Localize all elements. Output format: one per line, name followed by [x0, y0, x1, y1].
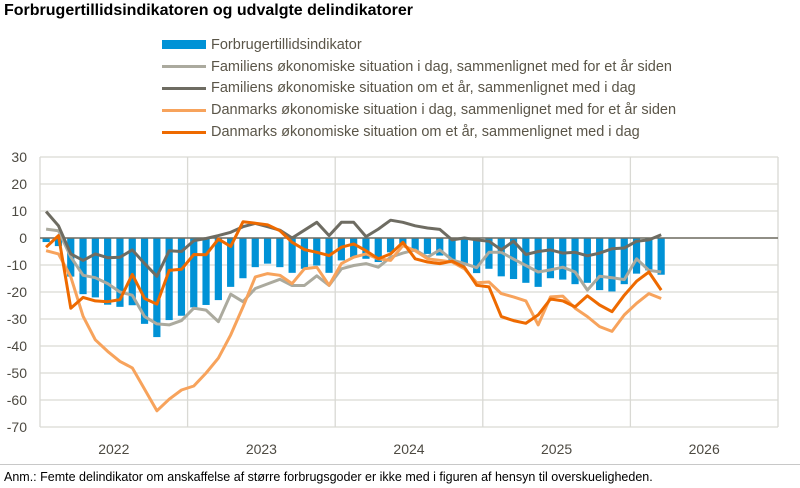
legend-label: Familiens økonomiske situation om et år,… [211, 80, 636, 97]
series-line-2 [44, 210, 662, 278]
y-tick-label: -30 [7, 311, 27, 327]
bar [263, 238, 272, 264]
bar [214, 238, 222, 301]
bar [448, 238, 456, 261]
x-tick-label: 2026 [689, 441, 720, 457]
legend-swatch [162, 40, 206, 50]
legend-swatch [162, 86, 206, 90]
bar [608, 238, 616, 292]
chart-plot: 30 20 10 0 -10 -20 -30 -40 -50 -60 -70 2022 2023 2024… [7, 149, 779, 457]
legend-label: Forbrugertillidsindikator [211, 36, 362, 53]
y-tick-label: -10 [7, 257, 27, 273]
series-line-3 [45, 244, 662, 413]
legend-item: Danmarks økonomiske situation om et år, … [162, 121, 676, 143]
bar [165, 238, 173, 321]
series-line-4 [45, 220, 663, 325]
bar [153, 238, 161, 338]
y-tick-label: -60 [7, 392, 27, 408]
legend-label: Familiens økonomiske situation i dag, sa… [211, 58, 672, 75]
chart-title: Forbrugertillidsindikatoren og udvalgte … [4, 2, 413, 19]
bar [522, 238, 530, 283]
bar [546, 238, 555, 279]
bar [288, 238, 296, 273]
legend-label: Danmarks økonomiske situation i dag, sam… [211, 102, 677, 119]
bar [276, 238, 284, 268]
legend-swatch [162, 108, 206, 112]
bar [632, 238, 641, 274]
bar [436, 238, 444, 256]
bar [140, 238, 149, 324]
x-tick-label: 2023 [246, 441, 277, 457]
bar [571, 238, 579, 285]
y-tick-label: 10 [11, 203, 27, 219]
legend-swatch [162, 130, 206, 134]
legend-swatch [162, 65, 206, 69]
y-tick-label: -20 [7, 284, 27, 300]
x-tick-label: 2024 [393, 441, 424, 457]
bar [386, 238, 395, 253]
y-tick-label: 20 [11, 176, 27, 192]
bar [596, 238, 604, 291]
bar [91, 238, 99, 298]
bar [239, 238, 247, 279]
legend-item: Danmarks økonomiske situation i dag, sam… [162, 99, 676, 121]
bar [128, 238, 136, 306]
bar [534, 238, 542, 287]
bar [116, 238, 124, 307]
legend-item: Forbrugertillidsindikator [162, 34, 676, 56]
bar [362, 238, 370, 259]
bar [620, 238, 628, 285]
bar [350, 238, 358, 258]
x-tick-label: 2025 [541, 441, 572, 457]
bar [337, 238, 345, 261]
bar [227, 238, 235, 287]
bar [645, 238, 653, 271]
y-tick-label: 30 [11, 149, 27, 165]
y-tick-label: 0 [19, 230, 27, 246]
bar [177, 238, 186, 316]
bar [411, 238, 419, 251]
bar [657, 238, 665, 275]
legend-label: Danmarks økonomiske situation om et år, … [211, 124, 640, 141]
legend-item: Familiens økonomiske situation om et år,… [162, 78, 676, 100]
legend-item: Familiens økonomiske situation i dag, sa… [162, 56, 676, 78]
bar [583, 238, 591, 283]
bar [300, 238, 309, 269]
footnote: Anm.: Femte delindikator om anskaffelse … [4, 470, 653, 484]
bar [423, 238, 432, 254]
bar [190, 238, 198, 308]
bar [460, 238, 468, 266]
bar [374, 238, 382, 263]
bar [79, 238, 87, 295]
bar [473, 238, 481, 274]
y-tick-label: -40 [7, 338, 27, 354]
series-line-1 [45, 227, 662, 327]
bar [559, 238, 567, 280]
bar [497, 238, 505, 277]
legend: Forbrugertillidsindikator Familiens økon… [162, 34, 676, 143]
bar [251, 238, 259, 268]
x-tick-label: 2022 [98, 441, 129, 457]
bar [104, 238, 112, 305]
y-tick-label: -50 [7, 365, 27, 381]
bar [42, 238, 50, 243]
bar [202, 238, 210, 305]
divider [0, 464, 800, 465]
y-tick-label: -70 [7, 419, 27, 435]
